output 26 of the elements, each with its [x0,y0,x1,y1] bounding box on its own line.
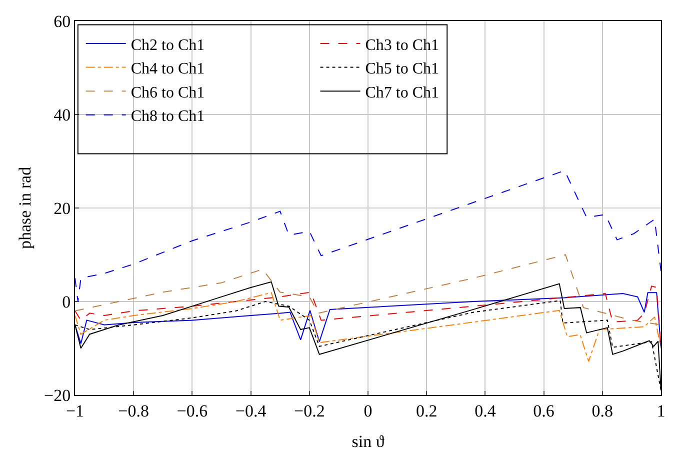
legend-label: Ch3 to Ch1 [365,36,440,54]
y-tick-label: 20 [54,198,71,218]
y-tick-label: 0 [62,292,71,312]
legend-label: Ch8 to Ch1 [130,108,205,126]
line-series [75,170,661,302]
y-axis-title: phase in rad [16,166,35,250]
legend-label: Ch6 to Ch1 [130,84,205,102]
line-series [75,254,661,326]
line-series [75,292,661,362]
x-tick-label: −0.2 [294,401,325,420]
legend-label: Ch7 to Ch1 [365,84,440,102]
x-tick-label: 0.6 [533,401,554,420]
x-tick-label: 0 [364,401,372,420]
x-tick-label: 0.2 [416,401,438,420]
x-tick-label: 0.4 [474,401,496,420]
x-tick-label: 1 [656,401,666,420]
legend-label: Ch5 to Ch1 [365,60,440,78]
legend-label: Ch4 to Ch1 [130,60,205,78]
y-tick-label: 40 [54,105,71,124]
y-tick-label: 60 [54,12,71,31]
x-tick-label: −0.8 [118,401,150,420]
x-tick-label: 0.8 [592,401,614,420]
legend-label: Ch2 to Ch1 [130,36,205,54]
x-axis-title: sin ϑ [352,432,385,451]
x-tick-label: −0.6 [176,401,208,420]
x-tick-label: −0.4 [235,401,267,420]
